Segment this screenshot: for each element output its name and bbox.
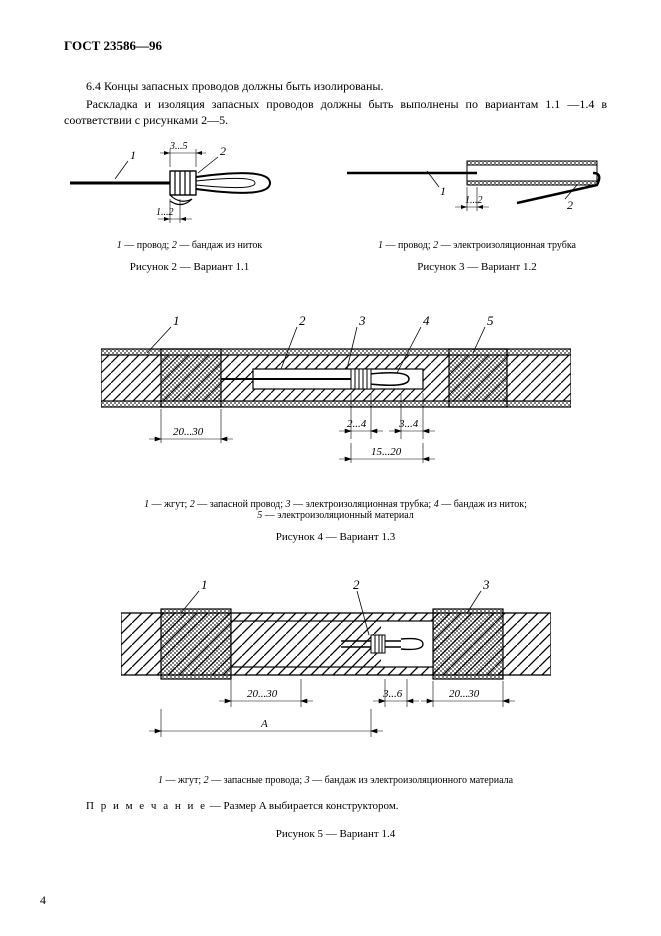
figure-3: 1 2 1...2 1 — провод; 2 — электроизоляци… [347,139,607,273]
fig5-l3: 3 [482,579,490,592]
figure-4: 1 2 3 4 5 20...30 [64,313,607,543]
fig4-l5: 5 [487,313,494,328]
fig4-dim2: 2...4 [347,418,367,430]
fig5-l1: 1 [201,579,208,592]
fig4-dim4: 15...20 [371,446,402,458]
fig2-label-1: 1 [130,148,136,162]
fig4-l4: 4 [423,313,430,328]
fig4-l3: 3 [358,313,366,328]
figure-5-svg: 1 2 3 20...30 3...6 [121,579,551,769]
fig5-note: П р и м е ч а н и е — Размер A выбираетс… [64,800,607,812]
para-layout: Раскладка и изоляция запасных проводов д… [64,96,607,128]
fig3-legend: 1 — провод; 2 — электроизоляционная труб… [347,240,607,251]
fig5-dim3: 20...30 [449,688,480,700]
fig5-dim1: 20...30 [247,688,278,700]
doc-header: ГОСТ 23586—96 [64,38,607,54]
figure-3-svg: 1 2 1...2 [347,139,607,234]
fig4-dim1: 20...30 [173,426,204,438]
fig5-dimA: A [260,718,268,730]
figure-row-2-3: 1 2 3...5 1...2 1 — провод; 2 — банда [64,139,607,273]
fig5-title: Рисунок 5 — Вариант 1.4 [64,828,607,840]
fig4-l1: 1 [173,313,180,328]
fig3-title: Рисунок 3 — Вариант 1.2 [347,261,607,273]
fig3-label-1: 1 [440,184,446,198]
fig4-title: Рисунок 4 — Вариант 1.3 [64,531,607,543]
figure-2-svg: 1 2 3...5 1...2 [70,139,310,234]
fig2-title: Рисунок 2 — Вариант 1.1 [64,261,315,273]
figure-2: 1 2 3...5 1...2 1 — провод; 2 — банда [64,139,315,273]
fig4-dim3: 3...4 [398,418,419,430]
page-number: 4 [40,893,46,908]
fig4-l2: 2 [299,313,306,328]
fig2-dim-bottom: 1...2 [156,207,174,218]
figure-4-svg: 1 2 3 4 5 20...30 [101,313,571,493]
fig5-l2: 2 [353,579,360,592]
para-6-4: 6.4 Концы запасных проводов должны быть … [64,78,607,94]
fig5-legend: 1 — жгут; 2 — запасные провода; 3 — банд… [64,775,607,786]
fig3-label-2: 2 [567,198,573,212]
fig3-dim: 1...2 [465,195,483,206]
fig2-legend: 1 — провод; 2 — бандаж из ниток [64,240,315,251]
figure-5: 1 2 3 20...30 3...6 [64,579,607,840]
fig2-label-2: 2 [220,144,226,158]
fig2-dim-top: 3...5 [169,141,188,152]
fig5-dim2: 3...6 [382,688,403,700]
fig4-legend: 1 — жгут; 2 — запасной провод; 3 — элект… [64,499,607,521]
